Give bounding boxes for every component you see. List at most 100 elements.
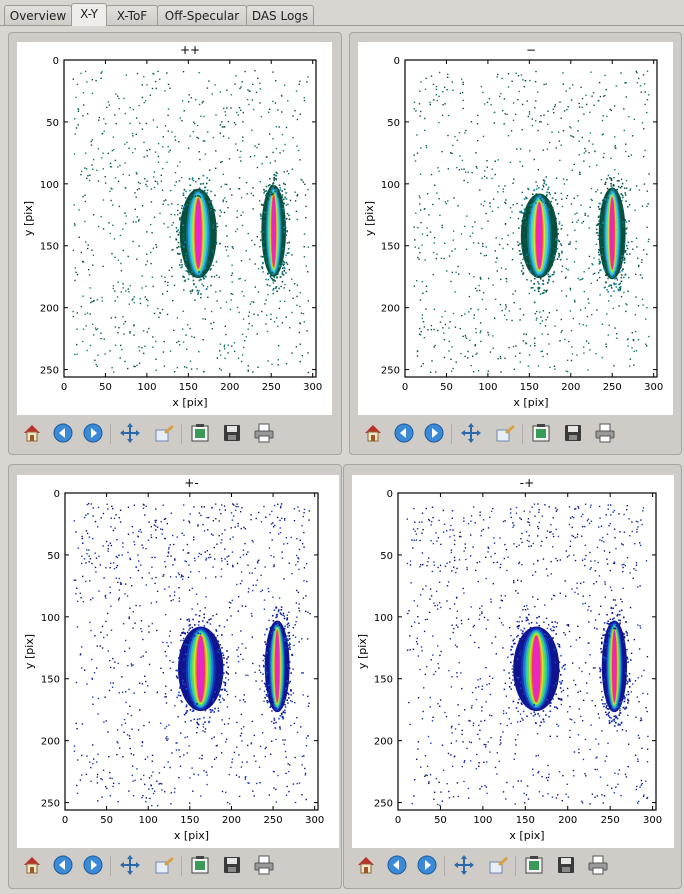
hotspot-speckle (282, 274, 285, 276)
noise-pixel (163, 574, 165, 576)
home-button[interactable] (19, 852, 45, 878)
print-button[interactable] (251, 852, 277, 878)
noise-pixel (589, 206, 591, 208)
plot-canvas-mp[interactable]: 0 50 100 150 200 250 300 0 50 100 150 200 250 -+ x [pi… (352, 475, 674, 848)
hotspot-speckle (186, 710, 188, 712)
subplots-button[interactable] (187, 420, 213, 446)
pan-button[interactable] (117, 852, 143, 878)
forward-button[interactable] (80, 852, 106, 878)
noise-pixel (583, 160, 585, 162)
home-button[interactable] (360, 420, 386, 446)
tab-das-logs[interactable]: DAS Logs (246, 5, 314, 25)
save-button[interactable] (219, 420, 245, 446)
noise-pixel (233, 342, 236, 344)
forward-button[interactable] (80, 420, 106, 446)
noise-pixel (615, 85, 617, 87)
noise-pixel (461, 78, 463, 80)
noise-pixel (581, 136, 583, 139)
x-tick-label: 150 (179, 382, 198, 393)
noise-pixel (233, 350, 236, 353)
noise-pixel (221, 504, 223, 506)
noise-pixel (108, 756, 110, 758)
hotspot-speckle (619, 196, 621, 199)
save-button[interactable] (560, 420, 586, 446)
noise-pixel (140, 628, 142, 630)
noise-pixel (565, 276, 567, 278)
noise-pixel (451, 271, 453, 274)
noise-pixel (77, 759, 79, 761)
noise-pixel (590, 71, 592, 73)
noise-pixel (416, 280, 418, 282)
hotspot-speckle (524, 210, 526, 213)
hotspot-speckle (273, 177, 275, 180)
noise-pixel (112, 682, 114, 684)
noise-pixel (175, 181, 177, 183)
noise-pixel (173, 284, 176, 286)
zoom-button[interactable] (151, 852, 177, 878)
noise-pixel (597, 272, 600, 274)
noise-pixel (555, 510, 558, 512)
zoom-button[interactable] (492, 420, 518, 446)
hotspot-speckle (214, 209, 217, 212)
noise-pixel (151, 232, 153, 234)
save-button[interactable] (219, 852, 245, 878)
subplots-button[interactable] (528, 420, 554, 446)
noise-pixel (433, 308, 436, 310)
tab-x-y[interactable]: X-Y (71, 3, 107, 26)
tab-x-tof[interactable]: X-ToF (106, 5, 158, 25)
home-button[interactable] (19, 420, 45, 446)
hotspot-speckle (614, 277, 617, 279)
noise-pixel (512, 522, 514, 524)
noise-pixel (290, 536, 292, 539)
noise-pixel (112, 529, 115, 532)
noise-pixel (116, 754, 118, 756)
hotspot-speckle (268, 688, 271, 691)
noise-pixel (156, 780, 158, 782)
back-button[interactable] (50, 420, 76, 446)
noise-pixel (267, 293, 269, 296)
noise-pixel (557, 239, 560, 241)
noise-pixel (224, 126, 226, 128)
back-button[interactable] (50, 852, 76, 878)
plot-canvas-mm[interactable]: 0 50 100 150 200 250 300 0 50 100 150 200 250− x [pix… (358, 42, 673, 415)
noise-pixel (521, 620, 523, 622)
noise-pixel (254, 145, 256, 147)
print-button[interactable] (592, 420, 618, 446)
print-button[interactable] (251, 420, 277, 446)
noise-pixel (118, 782, 120, 785)
hotspot-speckle (200, 278, 202, 281)
noise-pixel (548, 343, 550, 345)
tab-off-specular[interactable]: Off-Specular (157, 5, 247, 25)
forward-button[interactable] (421, 420, 447, 446)
hotspot-speckle (562, 665, 565, 667)
noise-pixel (264, 566, 266, 568)
noise-pixel (430, 524, 432, 526)
noise-pixel (468, 273, 471, 275)
noise-pixel (581, 559, 584, 561)
plot-canvas-pp[interactable]: 0 50 100 150 200 250 300 0 50 100 150 200 250 ++ x [pi… (17, 42, 332, 415)
hotspot-speckle (552, 689, 555, 692)
toolbar-separator (451, 424, 452, 444)
back-button[interactable] (391, 420, 417, 446)
hotspot-speckle (179, 685, 182, 688)
noise-pixel (535, 120, 537, 122)
plot-canvas-pm[interactable]: 0 50 100 150 200 250 300 0 50 100 150 200 250 +- x [pi… (17, 475, 339, 848)
hotspot-speckle (284, 711, 286, 714)
noise-pixel (179, 765, 182, 767)
zoom-button[interactable] (151, 420, 177, 446)
noise-pixel (437, 167, 439, 169)
noise-pixel (101, 647, 104, 649)
tab-overview[interactable]: Overview (4, 5, 72, 25)
noise-pixel (622, 587, 624, 589)
x-tick-label: 0 (402, 382, 408, 393)
noise-pixel (138, 530, 140, 532)
noise-pixel (640, 784, 642, 786)
noise-pixel (96, 328, 99, 330)
noise-pixel (487, 619, 489, 621)
noise-pixel (146, 260, 149, 262)
hotspot-speckle (178, 668, 180, 670)
subplots-button[interactable] (187, 852, 213, 878)
pan-button[interactable] (458, 420, 484, 446)
pan-button[interactable] (117, 420, 143, 446)
noise-pixel (169, 576, 172, 578)
